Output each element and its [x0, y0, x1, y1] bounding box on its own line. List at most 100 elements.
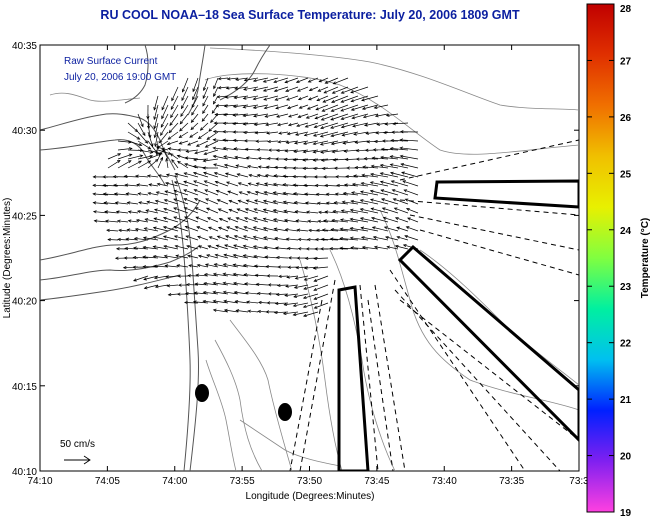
current-vector	[299, 104, 309, 109]
current-vector-head	[163, 254, 168, 258]
current-vector-head	[313, 175, 318, 179]
current-vector-head	[191, 104, 195, 109]
current-vector	[168, 122, 179, 133]
current-vector	[380, 189, 399, 196]
current-vector	[163, 226, 179, 232]
current-vector-head	[232, 130, 236, 134]
current-vector-head	[247, 182, 252, 186]
current-vector	[370, 190, 389, 196]
current-vector	[204, 180, 219, 187]
current-vector-head	[355, 157, 360, 161]
current-vector	[285, 228, 299, 232]
current-vector-head	[339, 218, 344, 222]
current-vector-head	[293, 149, 297, 154]
current-vector-head	[92, 201, 97, 205]
current-vector	[283, 210, 299, 214]
current-vector	[293, 302, 309, 307]
current-vector	[254, 265, 269, 268]
current-vector	[343, 140, 359, 144]
current-vector-head	[153, 106, 157, 111]
current-vector	[314, 113, 329, 119]
current-vector	[106, 229, 119, 232]
current-vector	[350, 237, 369, 241]
current-vector-head	[242, 122, 247, 126]
current-vector	[253, 95, 269, 100]
current-vector-head	[405, 226, 410, 230]
current-vector-head	[223, 155, 227, 159]
current-vector	[322, 229, 339, 232]
current-vector-head	[370, 216, 375, 220]
current-vector-head	[256, 173, 261, 178]
current-vector-head	[315, 192, 320, 196]
current-vector-head	[257, 309, 261, 314]
current-vector	[147, 149, 163, 155]
current-vector	[183, 198, 199, 205]
current-vector	[195, 207, 209, 214]
current-vector	[171, 159, 179, 169]
x-tick-label: 74:05	[95, 476, 120, 487]
current-vector-head	[242, 235, 247, 239]
colorbar-tick-label: 28	[620, 4, 632, 15]
current-vector	[244, 217, 259, 223]
current-vector	[360, 208, 379, 214]
current-vector-head	[293, 201, 298, 205]
current-vector-head	[183, 207, 188, 211]
current-vector-head	[125, 237, 130, 241]
current-vector-head	[233, 235, 238, 239]
current-vector	[246, 301, 259, 304]
current-vector	[284, 293, 299, 296]
current-vector	[161, 104, 169, 119]
current-vector-head	[194, 207, 199, 211]
current-vector-head	[193, 158, 197, 162]
current-vector	[206, 131, 219, 140]
current-vector-head	[218, 217, 223, 221]
current-vector-head	[216, 235, 221, 239]
current-vector-head	[373, 139, 378, 144]
current-vector-head	[212, 154, 217, 159]
current-vector	[223, 300, 239, 304]
current-vector	[268, 140, 279, 143]
current-vector-head	[294, 132, 299, 136]
current-vector-head	[272, 209, 277, 213]
current-vector	[395, 245, 409, 250]
current-vector	[195, 216, 209, 223]
current-vector	[205, 140, 219, 148]
current-vector-head	[184, 291, 189, 296]
current-vector-head	[186, 283, 190, 287]
current-vector-head	[276, 114, 280, 118]
current-vector	[143, 237, 159, 241]
current-vector	[104, 211, 119, 214]
current-vector-head	[359, 190, 364, 194]
y-tick-label: 40:25	[12, 211, 37, 222]
current-vector	[166, 158, 169, 169]
current-vector	[323, 86, 339, 94]
current-vector-head	[232, 272, 237, 276]
current-vector-head	[257, 165, 262, 169]
current-vector	[391, 140, 409, 142]
current-vector	[226, 181, 239, 187]
current-vector-head	[285, 140, 290, 144]
current-vector-head	[223, 299, 227, 303]
current-vector-head	[320, 150, 324, 154]
current-vector-head	[104, 210, 108, 214]
current-vector-head	[350, 99, 355, 103]
current-vector-head	[307, 79, 312, 83]
colorbar-tick-label: 24	[620, 226, 632, 237]
current-vector	[371, 165, 389, 169]
current-vector	[320, 122, 339, 129]
current-vector-head	[154, 158, 159, 163]
current-vector-head	[202, 159, 207, 163]
current-vector	[307, 104, 319, 110]
current-vector-head	[305, 115, 310, 119]
current-vector	[155, 284, 169, 288]
current-vector	[145, 218, 159, 223]
current-vector	[233, 254, 249, 259]
current-vector	[360, 191, 379, 196]
current-vector	[226, 226, 239, 232]
current-vector-head	[373, 105, 378, 109]
current-vector-head	[273, 80, 278, 84]
current-vector	[275, 302, 289, 304]
current-vector	[126, 238, 139, 241]
current-vector	[170, 104, 179, 118]
current-vector	[243, 86, 259, 90]
